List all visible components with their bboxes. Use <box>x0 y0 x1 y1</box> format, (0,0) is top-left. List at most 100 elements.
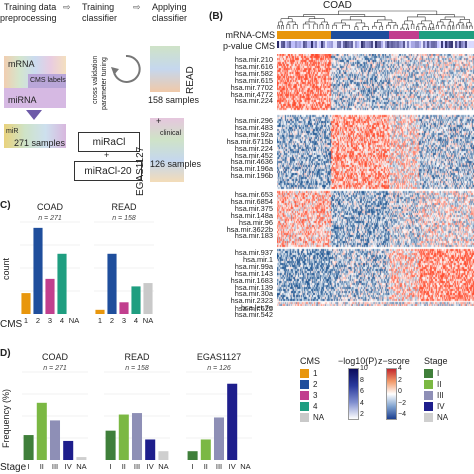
pvalue-cell <box>353 41 355 48</box>
pvalue-cell <box>301 41 303 48</box>
bar-1 <box>21 293 31 314</box>
pvalue-cell <box>443 41 445 48</box>
tick-label: NA <box>69 316 79 325</box>
cms-swatch <box>300 380 309 389</box>
pvalue-cell <box>357 41 359 48</box>
stage-legend-text: III <box>437 391 444 400</box>
step-1-line-1: Training data <box>4 2 57 12</box>
pvalue-cell <box>295 41 297 48</box>
annotation-bars <box>277 31 474 48</box>
pvalue-cell <box>387 41 389 48</box>
bar-3 <box>45 278 55 314</box>
pvalue-cell <box>397 41 399 48</box>
zscore-colorbar <box>386 368 397 420</box>
clinical-label: clinical <box>160 130 182 137</box>
mir-label: miR <box>6 128 19 135</box>
pvalue-cell <box>325 41 327 48</box>
pvalue-cell <box>435 41 437 48</box>
chart-subtitle: n = 158 <box>125 365 149 372</box>
tick-label: II <box>40 462 44 471</box>
column-dendrogram <box>277 10 473 30</box>
bar-IV <box>63 440 74 460</box>
pvalue-legend-title: −log10(P) <box>338 356 378 366</box>
bar-NA <box>158 451 169 460</box>
samples-158-label: 158 samples <box>148 95 200 105</box>
pvalue-cell <box>407 41 409 48</box>
colorbar-tick: 4 <box>360 399 364 407</box>
mirna-row-label: hsa.mir.616 <box>234 61 273 71</box>
bar-4 <box>131 286 141 314</box>
stage-legend-item: I <box>424 368 448 379</box>
pvalue-cell <box>411 41 413 48</box>
bar-4 <box>57 253 67 314</box>
pvalue-cell <box>463 41 465 48</box>
pvalue-cell <box>279 41 281 48</box>
mrna-label: mRNA <box>8 59 35 69</box>
pvalue-cell <box>329 41 331 48</box>
tick-label: NA <box>143 316 153 325</box>
samples-126-label: 126 samples <box>150 159 202 169</box>
pvalue-cell <box>439 41 441 48</box>
cms2-annotation <box>331 31 389 39</box>
cms-legend-item: 2 <box>300 379 324 390</box>
egas-label: EGAS1127 <box>135 146 146 196</box>
mirna-label: miRNA <box>8 95 37 105</box>
read-data-block <box>150 46 180 92</box>
pvalue-cell <box>343 41 345 48</box>
mirna-row-label: hsa.mir.92a <box>234 129 273 139</box>
mirna-row-label: hsa.mir.224 <box>234 143 273 153</box>
pvalue-cell <box>441 41 443 48</box>
pvalue-cms-row-label: p-value CMS <box>222 41 275 51</box>
colorbar-tick: 2 <box>398 376 402 384</box>
stage-swatch <box>424 380 433 389</box>
panel-a: Training data preprocessing ⇨ Training c… <box>0 0 205 198</box>
pvalue-cell <box>381 41 383 48</box>
mirna-row-label: hsa.mir.148a <box>230 210 273 220</box>
mirna-row-label: hsa.let.7e <box>240 303 273 313</box>
pvalue-cell <box>461 41 463 48</box>
colorbar-tick: 8 <box>360 376 364 384</box>
mirna-row-label: hsa.mir.7702 <box>230 82 273 92</box>
pvalue-cell <box>431 41 433 48</box>
pvalue-cell <box>333 41 335 48</box>
pvalue-cell <box>401 41 403 48</box>
tick-label: IV <box>65 462 72 471</box>
mirna-row-label: hsa.mir.30a <box>234 289 273 299</box>
pvalue-cell <box>323 41 325 48</box>
chart-subtitle: n = 271 <box>43 365 67 372</box>
mirna-row-label: hsa.mir.2323 <box>230 296 273 306</box>
cms-labels-block <box>28 74 66 88</box>
tick-label: 2 <box>36 316 40 325</box>
panel-c-cms-label: CMS <box>0 319 23 330</box>
mirna-row-label: hsa.mir.296 <box>234 116 273 125</box>
cms-legend-text: 3 <box>313 391 318 400</box>
cms-legend-text: 1 <box>313 369 318 378</box>
chart-title: READ <box>111 202 137 212</box>
tick-label: IV <box>147 462 154 471</box>
cms-swatch <box>300 413 309 422</box>
mirna-row-label: hsa.mir.143 <box>234 268 273 278</box>
chart-subtitle: n = 271 <box>38 215 62 222</box>
bar-II <box>118 414 129 460</box>
pvalue-cell <box>369 41 371 48</box>
pvalue-cell <box>409 41 411 48</box>
mirna-row-label: hsa.mir.625 <box>234 304 273 313</box>
mirna-row-label: hsa.mir.4772 <box>230 89 273 99</box>
pvalue-cell <box>321 41 323 48</box>
pvalue-cell <box>455 41 457 48</box>
tick-label: 1 <box>24 316 28 325</box>
step-arrow-1: ⇨ <box>63 2 71 12</box>
step-arrow-2: ⇨ <box>133 2 141 12</box>
samples-271-label: 271 samples <box>14 138 66 148</box>
pvalue-cell <box>283 41 285 48</box>
pvalue-cell <box>457 41 459 48</box>
pvalue-cell <box>307 41 309 48</box>
stage-legend-text: II <box>437 380 442 389</box>
cms-legend-text: 4 <box>313 402 318 411</box>
pvalue-cell <box>395 41 397 48</box>
tick-label: 3 <box>122 316 126 325</box>
cms-legend-item: 1 <box>300 368 324 379</box>
pvalue-cell <box>453 41 455 48</box>
